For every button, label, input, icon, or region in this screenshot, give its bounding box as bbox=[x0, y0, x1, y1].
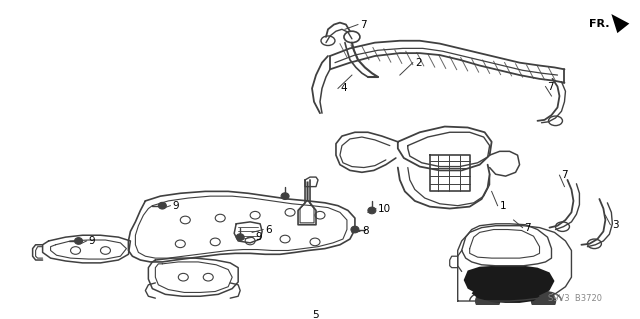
Text: 9: 9 bbox=[88, 236, 95, 246]
Text: 7: 7 bbox=[525, 223, 531, 233]
Polygon shape bbox=[472, 284, 540, 303]
Ellipse shape bbox=[236, 234, 244, 241]
Ellipse shape bbox=[476, 292, 500, 311]
Text: 8: 8 bbox=[362, 226, 369, 236]
Ellipse shape bbox=[532, 292, 556, 311]
Ellipse shape bbox=[368, 207, 376, 214]
Text: 5: 5 bbox=[312, 310, 319, 319]
Text: 3: 3 bbox=[612, 220, 619, 230]
Polygon shape bbox=[611, 14, 629, 33]
Text: 1: 1 bbox=[500, 201, 506, 211]
Ellipse shape bbox=[351, 226, 359, 233]
Ellipse shape bbox=[158, 202, 166, 209]
Polygon shape bbox=[464, 266, 554, 300]
Text: 9: 9 bbox=[255, 232, 262, 242]
Text: 9: 9 bbox=[172, 201, 179, 211]
Text: FR.: FR. bbox=[589, 19, 610, 29]
Text: 4: 4 bbox=[340, 83, 347, 93]
Ellipse shape bbox=[74, 238, 83, 244]
Text: 7: 7 bbox=[360, 19, 367, 30]
Text: 2: 2 bbox=[415, 58, 421, 68]
Text: 7: 7 bbox=[547, 81, 554, 92]
Ellipse shape bbox=[281, 193, 289, 199]
Text: 10: 10 bbox=[378, 204, 391, 213]
Text: S9V3  B3720: S9V3 B3720 bbox=[547, 294, 602, 303]
Text: 6: 6 bbox=[265, 225, 272, 234]
Text: 7: 7 bbox=[561, 170, 568, 180]
